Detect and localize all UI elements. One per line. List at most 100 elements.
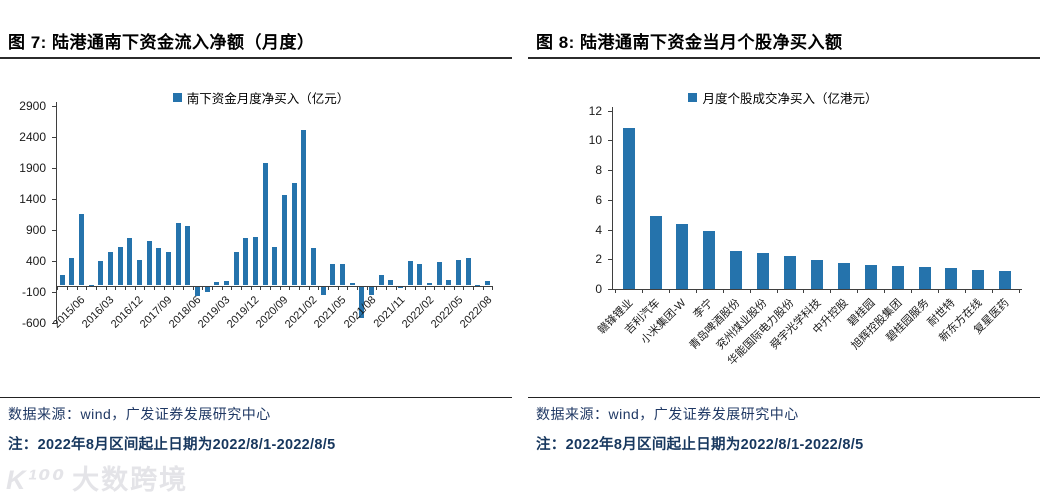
y-axis-label: 1900 [19, 160, 46, 175]
bar [676, 223, 689, 289]
x-axis-tick [153, 286, 155, 290]
x-axis-tick [298, 286, 300, 290]
figure-8-legend: 月度个股成交净买入（亿港元） [522, 88, 1044, 107]
legend-label: 南下资金月度净买入（亿元） [186, 92, 350, 106]
y-axis-tick [608, 259, 612, 261]
x-axis-tick [415, 286, 417, 290]
y-axis-tick [52, 198, 56, 200]
bar [291, 183, 297, 286]
bar [837, 262, 850, 289]
y-axis-label: 4 [595, 222, 602, 237]
bar [810, 260, 823, 289]
bar [127, 237, 133, 286]
bar [281, 194, 287, 286]
bar [427, 282, 433, 286]
x-axis-tick [115, 286, 117, 290]
bar [156, 248, 162, 286]
x-axis-tick [95, 286, 97, 290]
bar [388, 279, 394, 286]
y-axis-label: 8 [595, 163, 602, 178]
bar [69, 257, 75, 286]
x-axis-tick [173, 286, 175, 290]
bar [252, 236, 258, 286]
bar [369, 286, 374, 296]
x-axis-tick [911, 290, 913, 293]
note-text: 注：2022年8月区间起止日期为2022/8/1-2022/8/5 [536, 437, 864, 453]
bar [378, 274, 384, 286]
y-axis-tick [608, 199, 612, 201]
x-axis-tick [857, 290, 859, 293]
x-axis-tick [337, 286, 339, 290]
y-axis-tick [52, 291, 56, 293]
y-axis-tick [52, 322, 56, 324]
bar [757, 253, 770, 289]
figure-8-panel: 图 8: 陆港通南下资金当月个股净买入额 月度个股成交净买入（亿港元） 12 10… [522, 0, 1044, 502]
bar [456, 260, 462, 286]
bar [475, 284, 481, 286]
x-axis-tick [615, 290, 617, 293]
y-axis-tick [52, 105, 56, 107]
x-axis-tick [830, 290, 832, 293]
bar [891, 265, 904, 289]
bar [436, 261, 442, 286]
y-axis-line [56, 102, 57, 324]
bar [784, 256, 796, 289]
x-axis-line [612, 289, 1022, 290]
footer-divider [528, 397, 1040, 398]
x-axis-tick [163, 286, 165, 290]
bar [233, 252, 239, 286]
x-axis-tick [250, 286, 252, 290]
y-axis-label: 10 [588, 133, 602, 148]
figure-7-panel: 图 7: 陆港通南下资金流入净额（月度） 南下资金月度净买入（亿元） 2900 2… [0, 33, 522, 453]
footer-divider [0, 397, 512, 398]
x-axis-tick [57, 286, 59, 290]
bar [730, 251, 743, 289]
bar [407, 261, 413, 286]
x-axis-tick [642, 290, 644, 293]
x-axis-tick [964, 290, 966, 293]
bar [359, 286, 365, 318]
legend-swatch-icon [172, 93, 182, 102]
y-axis-tick [608, 140, 612, 142]
x-axis-tick [182, 286, 184, 290]
bar [301, 129, 307, 286]
bar [223, 281, 229, 286]
bar [320, 286, 326, 296]
bar [272, 247, 278, 286]
bar [703, 231, 716, 289]
bar [918, 267, 931, 289]
x-axis-tick [1018, 290, 1020, 293]
y-axis-line [612, 106, 613, 290]
bar [175, 222, 181, 286]
data-source-text: 数据来源：wind，广发证券发展研究中心 [536, 406, 799, 422]
y-axis-label: 2900 [19, 98, 46, 113]
watermark-logo: K¹⁰⁰ [6, 465, 67, 495]
legend-swatch-icon [688, 93, 698, 102]
x-axis-tick [884, 290, 886, 293]
y-axis-tick [52, 167, 56, 169]
x-axis-tick [76, 286, 78, 290]
bar [243, 237, 249, 286]
x-axis-tick [308, 286, 310, 290]
x-axis-tick [260, 286, 262, 290]
x-axis-tick [776, 290, 778, 293]
watermark-text: 大数跨境 [72, 465, 189, 495]
bar [98, 261, 104, 286]
bar [78, 214, 84, 286]
bar [945, 268, 958, 289]
x-axis-tick [395, 286, 397, 290]
y-axis-label: 12 [588, 103, 602, 118]
bar [204, 286, 210, 293]
x-axis-tick [473, 286, 475, 290]
monthly-southbound-flow-chart: 2900 2400 1900 1400 900 400 -100 -600 2015/06 201… [0, 75, 522, 375]
x-axis-tick [424, 286, 426, 290]
y-axis-label: 0 [595, 282, 602, 296]
x-axis-tick [463, 286, 465, 290]
x-axis-tick [444, 286, 446, 290]
y-axis-tick [52, 260, 56, 262]
bar [107, 251, 113, 286]
bar [999, 271, 1012, 289]
x-axis-tick [231, 286, 233, 290]
y-axis-label: 1400 [19, 191, 46, 206]
y-axis-tick [52, 229, 56, 231]
